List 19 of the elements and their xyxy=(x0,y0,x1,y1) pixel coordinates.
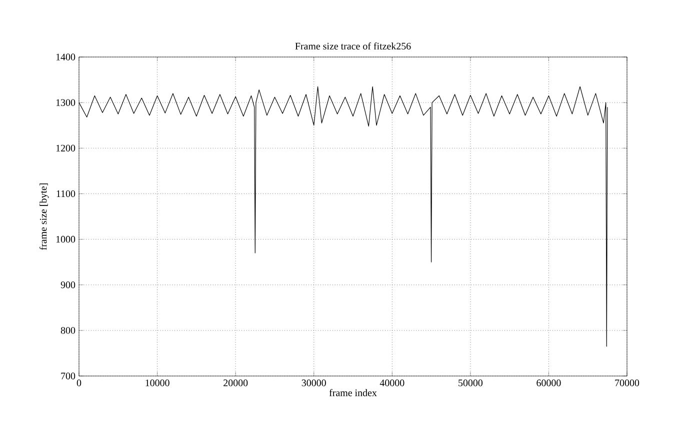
y-tick-label: 1100 xyxy=(56,190,76,198)
x-tick-label: 20000 xyxy=(224,380,248,386)
y-tick-label: 1400 xyxy=(56,54,76,60)
x-tick-label: 50000 xyxy=(458,380,483,386)
y-tick-label: 1000 xyxy=(56,236,76,243)
y-axis-title: frame size [byte] xyxy=(40,183,49,250)
x-tick-label: 70000 xyxy=(615,380,640,386)
y-tick-label: 900 xyxy=(60,281,76,288)
x-tick-label: 30000 xyxy=(302,380,326,386)
x-axis-title: frame index xyxy=(329,389,377,396)
y-tick-label: 1200 xyxy=(56,144,76,152)
y-tick-label: 1300 xyxy=(56,99,76,106)
chart-title: Frame size trace of fitzek256 xyxy=(295,42,411,50)
x-tick-label: 0 xyxy=(76,380,82,386)
x-tick-label: 40000 xyxy=(380,380,404,386)
y-tick-label: 800 xyxy=(60,327,76,334)
x-tick-label: 10000 xyxy=(146,380,170,386)
y-tick-label: 700 xyxy=(61,372,76,380)
x-tick-label: 60000 xyxy=(536,380,561,386)
